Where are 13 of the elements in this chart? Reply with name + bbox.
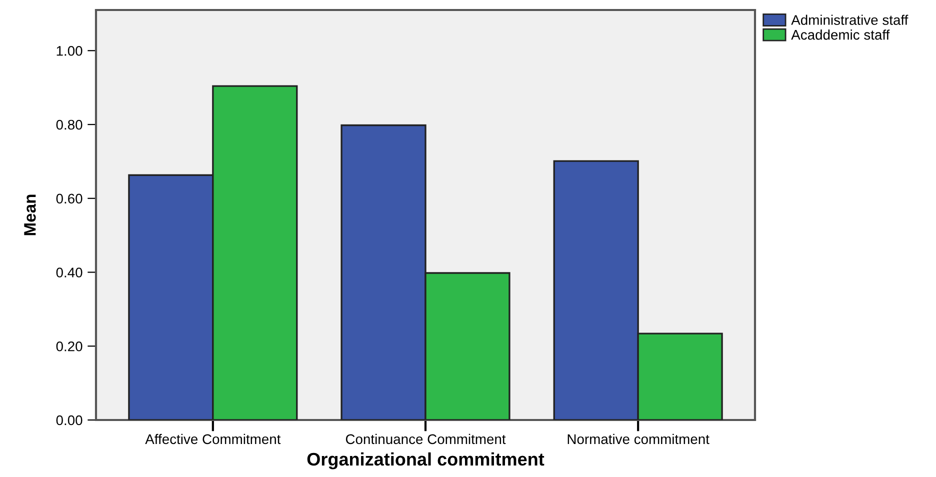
- y-tick-label: 0.40: [56, 268, 82, 278]
- y-tick-label: 0.80: [56, 120, 82, 130]
- y-tick-label: 1.00: [56, 46, 82, 56]
- y-tick-label: 0.60: [56, 194, 82, 204]
- y-tick-label: 0.20: [56, 341, 82, 352]
- x-axis-title: Organizational commitment: [307, 452, 544, 470]
- y-tick-label: 0.00: [56, 415, 82, 426]
- y-axis-title: Mean: [24, 194, 36, 236]
- x-tick-label: Normative commitment: [568, 434, 710, 444]
- legend-label: Acaddemic staff: [791, 30, 890, 40]
- legend-label: Administrative staff: [791, 14, 908, 25]
- x-tick-label: Affective Commitment: [145, 434, 281, 444]
- x-tick-label: Continuance Commitment: [346, 434, 506, 444]
